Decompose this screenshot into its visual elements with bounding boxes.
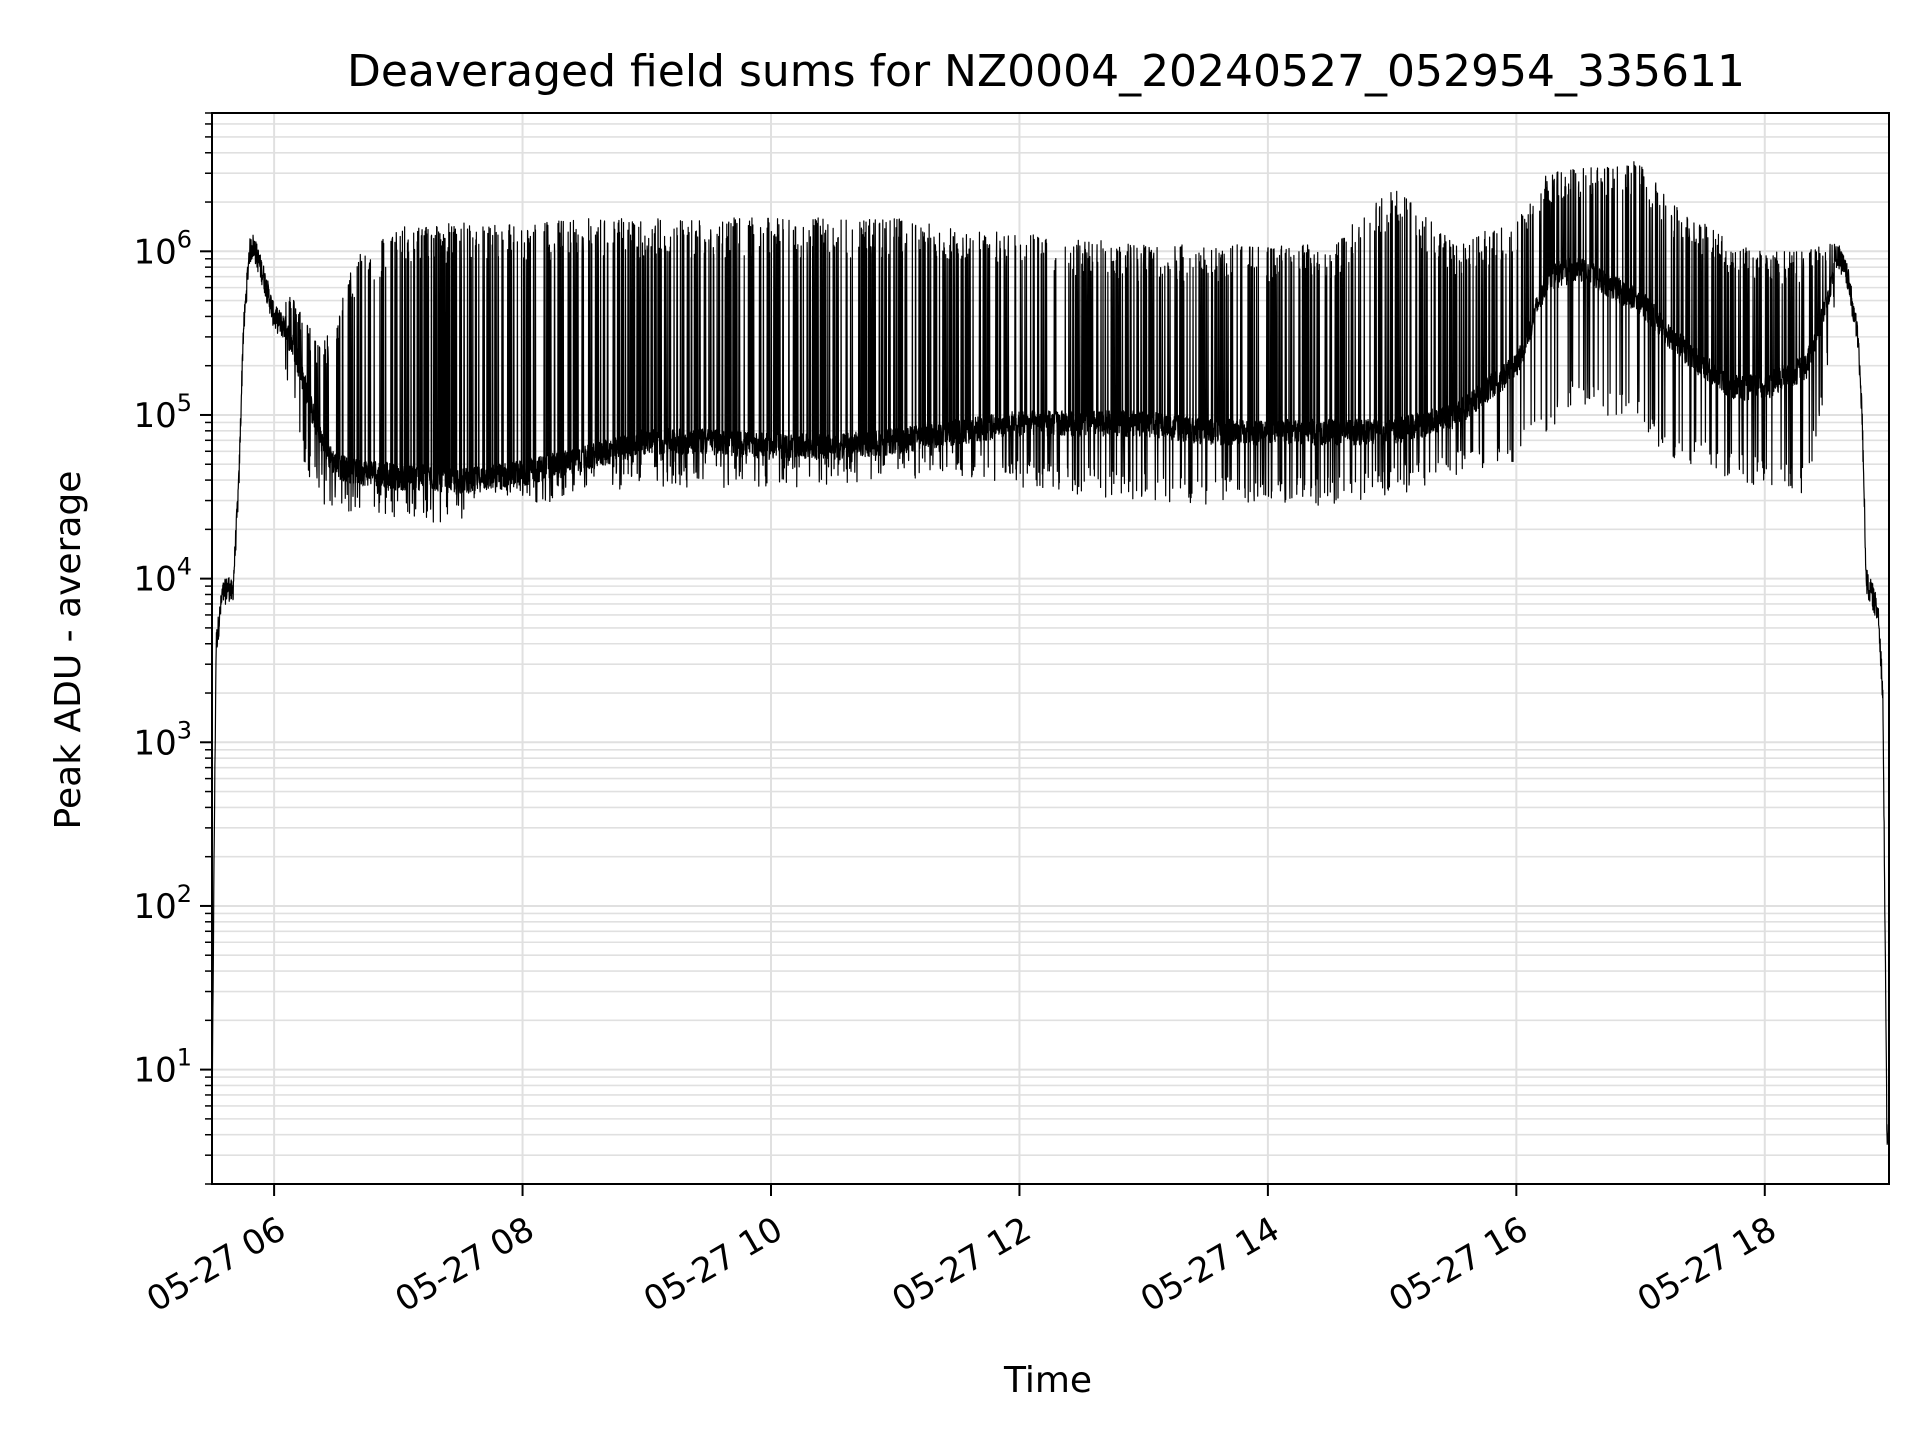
x-tick-label: 05-27 12 xyxy=(886,1209,1038,1320)
x-tick-label: 05-27 10 xyxy=(637,1209,789,1320)
y-tick-label: 104 xyxy=(133,553,192,600)
plot-frame xyxy=(211,112,1890,1185)
x-tick-label: 05-27 16 xyxy=(1382,1209,1534,1320)
y-axis-label: Peak ADU - average xyxy=(48,471,89,830)
x-axis: 05-27 06 05-27 08 05-27 10 05-27 12 05-27 14… xyxy=(140,1184,1783,1320)
y-tick-label: 101 xyxy=(133,1044,192,1091)
series-line xyxy=(211,161,1890,1147)
y-tick-label: 106 xyxy=(133,225,192,272)
x-tick-label: 05-27 06 xyxy=(140,1209,292,1320)
chart-title: Deaveraged field sums for NZ0004_2024052… xyxy=(347,46,1745,97)
y-tick-label: 105 xyxy=(133,389,192,436)
y-axis: 101 102 103 104 105 106 xyxy=(133,112,212,1185)
x-axis-label: Time xyxy=(1003,1360,1092,1401)
data-series xyxy=(211,161,1890,1147)
y-tick-label: 102 xyxy=(133,880,192,927)
x-tick-label: 05-27 08 xyxy=(389,1209,541,1320)
y-tick-label: 103 xyxy=(133,716,192,763)
x-tick-label: 05-27 14 xyxy=(1134,1209,1286,1320)
x-tick-label: 05-27 18 xyxy=(1631,1209,1783,1320)
